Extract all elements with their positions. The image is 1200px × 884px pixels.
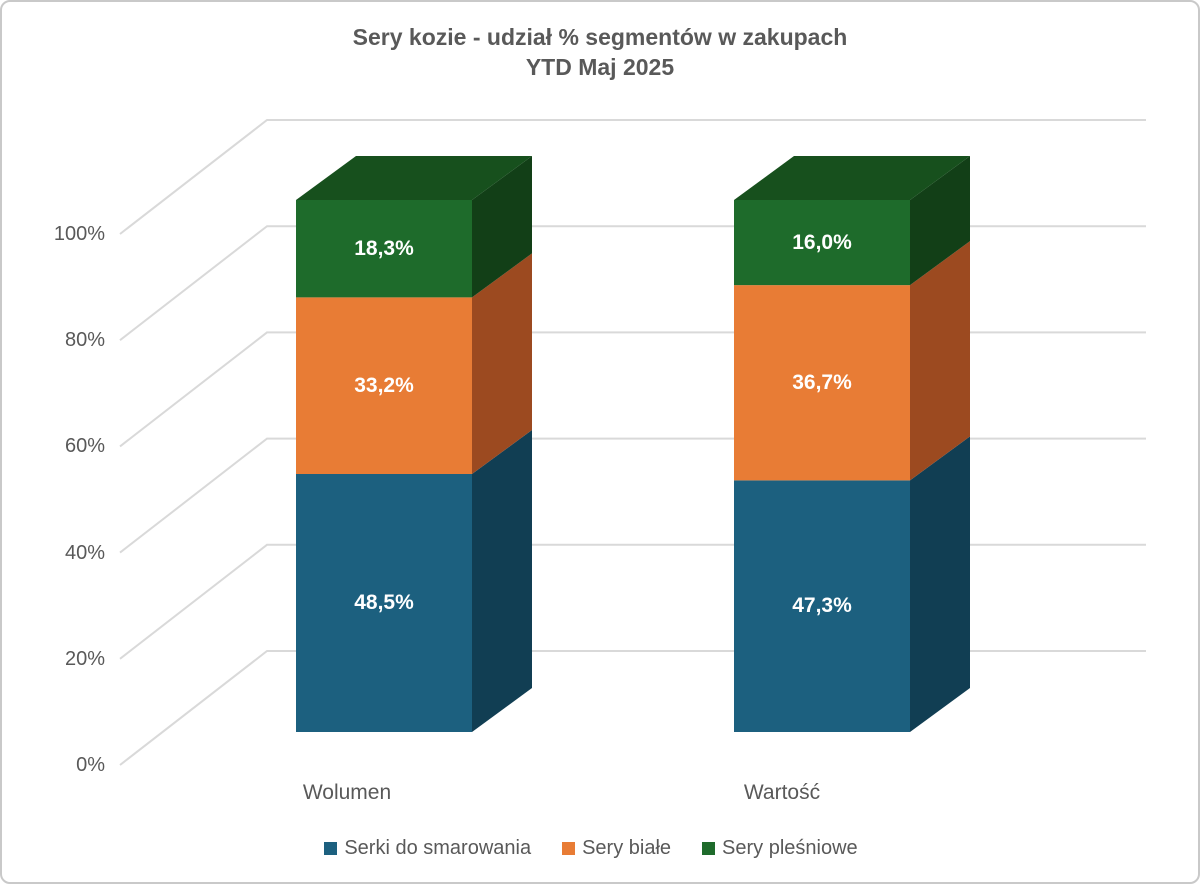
bar-segment-front-Wartość-Sery pleśniowe [734,200,910,286]
bar-segment-side-Wartość-Sery pleśniowe [910,156,970,286]
chart-title-line2: YTD Maj 2025 [525,54,675,80]
bar-segment-side-Wolumen-Serki do smarowania [472,429,532,732]
bar-segment-front-Wartość-Sery białe [734,285,910,481]
data-label-Wolumen-Sery białe: 33,2% [354,373,414,397]
data-label-Wartość-Sery białe: 36,7% [792,370,852,394]
bar-segment-top-Wolumen-Sery pleśniowe [296,156,532,200]
bar-segment-front-Wolumen-Sery pleśniowe [296,200,472,298]
legend-label: Serki do smarowania [344,837,532,859]
gridline-20% [119,543,1146,660]
chart-legend: Serki do smarowania Sery białe Sery pleśni… [2,837,1189,860]
bar-segment-side-Wolumen-Sery pleśniowe [472,156,532,298]
legend-item-Serki do smarowania: Serki do smarowania [324,837,531,860]
gridline-100% [119,119,1146,235]
y-tick-label-80%: 80% [64,329,105,352]
bar-segment-front-Wolumen-Sery białe [296,297,472,474]
bar-segment-front-Wartość-Serki do smarowania [734,480,910,732]
data-label-Wartość-Serki do smarowania: 47,3% [792,594,852,618]
gridline-80% [119,225,1146,341]
legend-label: Sery pleśniowe [722,837,858,859]
data-label-Wolumen-Serki do smarowania: 48,5% [354,590,414,614]
data-label-Wolumen-Sery pleśniowe: 18,3% [354,236,414,260]
bar-segment-side-Wartość-Serki do smarowania [910,436,970,732]
y-tick-label-100%: 100% [53,223,105,245]
y-tick-label-0%: 0% [76,754,105,776]
y-tick-label-40%: 40% [64,541,105,564]
chart-title-line1: Sery kozie - udział % segmentów w zakupa… [352,24,848,50]
legend-swatch-icon [562,842,576,855]
category-label-Wolumen: Wolumen [302,781,392,804]
bar-segment-side-Wolumen-Sery białe [472,253,532,474]
legend-swatch-icon [702,842,716,855]
legend-item-Sery białe: Sery białe [562,837,671,860]
gridline-40% [119,437,1146,554]
gridline-0% [119,650,1146,766]
gridline-60% [119,331,1146,448]
legend-item-Sery pleśniowe: Sery pleśniowe [702,837,858,860]
y-tick-label-60%: 60% [64,435,105,458]
bar-segment-top-Wartość-Sery pleśniowe [734,156,970,200]
category-label-Wartość: Wartość [743,781,821,804]
bar-segment-front-Wolumen-Serki do smarowania [296,473,472,732]
chart-title: Sery kozie - udział % segmentów w zakupa… [2,22,1198,82]
bar-segment-side-Wartość-Sery białe [910,241,970,481]
legend-swatch-icon [324,842,338,855]
y-tick-label-20%: 20% [64,647,105,670]
legend-label: Sery białe [582,837,672,859]
data-label-Wartość-Sery pleśniowe: 16,0% [792,230,852,254]
